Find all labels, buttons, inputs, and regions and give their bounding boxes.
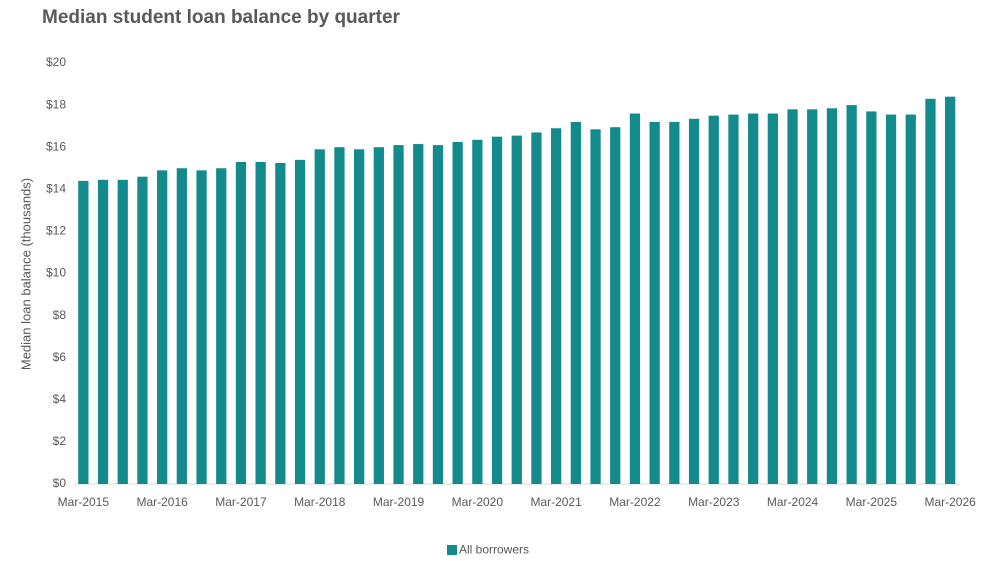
bar	[531, 132, 542, 484]
bar	[905, 114, 916, 484]
bar	[629, 113, 641, 485]
bar	[452, 141, 463, 484]
bar	[866, 111, 877, 484]
x-tick-label: Mar-2020	[452, 495, 504, 509]
y-tick-label: $12	[46, 224, 66, 238]
bar	[294, 159, 306, 484]
bar	[826, 108, 838, 484]
y-tick-label: $16	[46, 139, 66, 153]
x-tick-label: Mar-2024	[767, 495, 819, 509]
bar	[354, 149, 365, 484]
y-tick-label: $6	[53, 350, 67, 364]
bar	[176, 168, 187, 484]
bar	[885, 114, 897, 484]
y-tick-label: $0	[53, 476, 67, 490]
x-tick-label: Mar-2015	[58, 495, 110, 509]
x-tick-label: Mar-2019	[373, 495, 425, 509]
bar	[275, 162, 286, 485]
x-tick-label: Mar-2021	[530, 495, 582, 509]
y-axis-label: Median loan balance (thousands)	[18, 178, 33, 370]
bar	[787, 109, 798, 484]
y-tick-label: $18	[46, 97, 66, 111]
bar	[97, 179, 109, 484]
bar	[590, 129, 601, 484]
bar	[945, 96, 956, 485]
bar	[334, 147, 345, 484]
bar	[669, 121, 680, 484]
x-tick-label: Mar-2016	[136, 495, 188, 509]
bar	[649, 121, 660, 484]
y-tick-label: $10	[46, 266, 66, 280]
bar	[216, 168, 227, 484]
bar	[551, 128, 562, 484]
bar	[472, 139, 483, 484]
bar	[137, 176, 148, 485]
y-tick-label: $4	[53, 392, 67, 406]
x-tick-label: Mar-2022	[609, 495, 661, 509]
bar	[117, 179, 128, 484]
bar	[413, 144, 424, 485]
bar	[314, 149, 325, 484]
x-tick-label: Mar-2026	[924, 495, 976, 509]
bar	[570, 121, 581, 484]
bar	[708, 115, 719, 484]
bar	[925, 98, 936, 484]
y-tick-label: $8	[53, 308, 67, 322]
x-tick-label: Mar-2018	[294, 495, 346, 509]
bar	[748, 113, 759, 485]
x-tick-label: Mar-2025	[846, 495, 898, 509]
legend-label: All borrowers	[459, 543, 529, 557]
bar	[688, 118, 700, 484]
bar	[196, 170, 207, 485]
bar	[767, 113, 778, 485]
x-tick-label: Mar-2023	[688, 495, 740, 509]
bar	[235, 161, 247, 484]
bar	[157, 170, 168, 485]
bar	[491, 136, 503, 485]
bar	[393, 145, 404, 484]
bar	[78, 180, 89, 484]
bar	[728, 114, 739, 484]
bar	[846, 105, 857, 484]
bar	[373, 147, 384, 484]
x-tick-label: Mar-2017	[215, 495, 267, 509]
chart-title: Median student loan balance by quarter	[42, 7, 401, 28]
legend-swatch	[447, 545, 457, 555]
y-tick-label: $2	[53, 434, 67, 448]
bar	[807, 109, 818, 484]
bar	[610, 127, 621, 484]
y-tick-label: $20	[46, 55, 66, 69]
y-tick-label: $14	[46, 181, 66, 195]
bar	[432, 145, 444, 484]
bar	[511, 135, 522, 484]
bar	[255, 161, 266, 484]
